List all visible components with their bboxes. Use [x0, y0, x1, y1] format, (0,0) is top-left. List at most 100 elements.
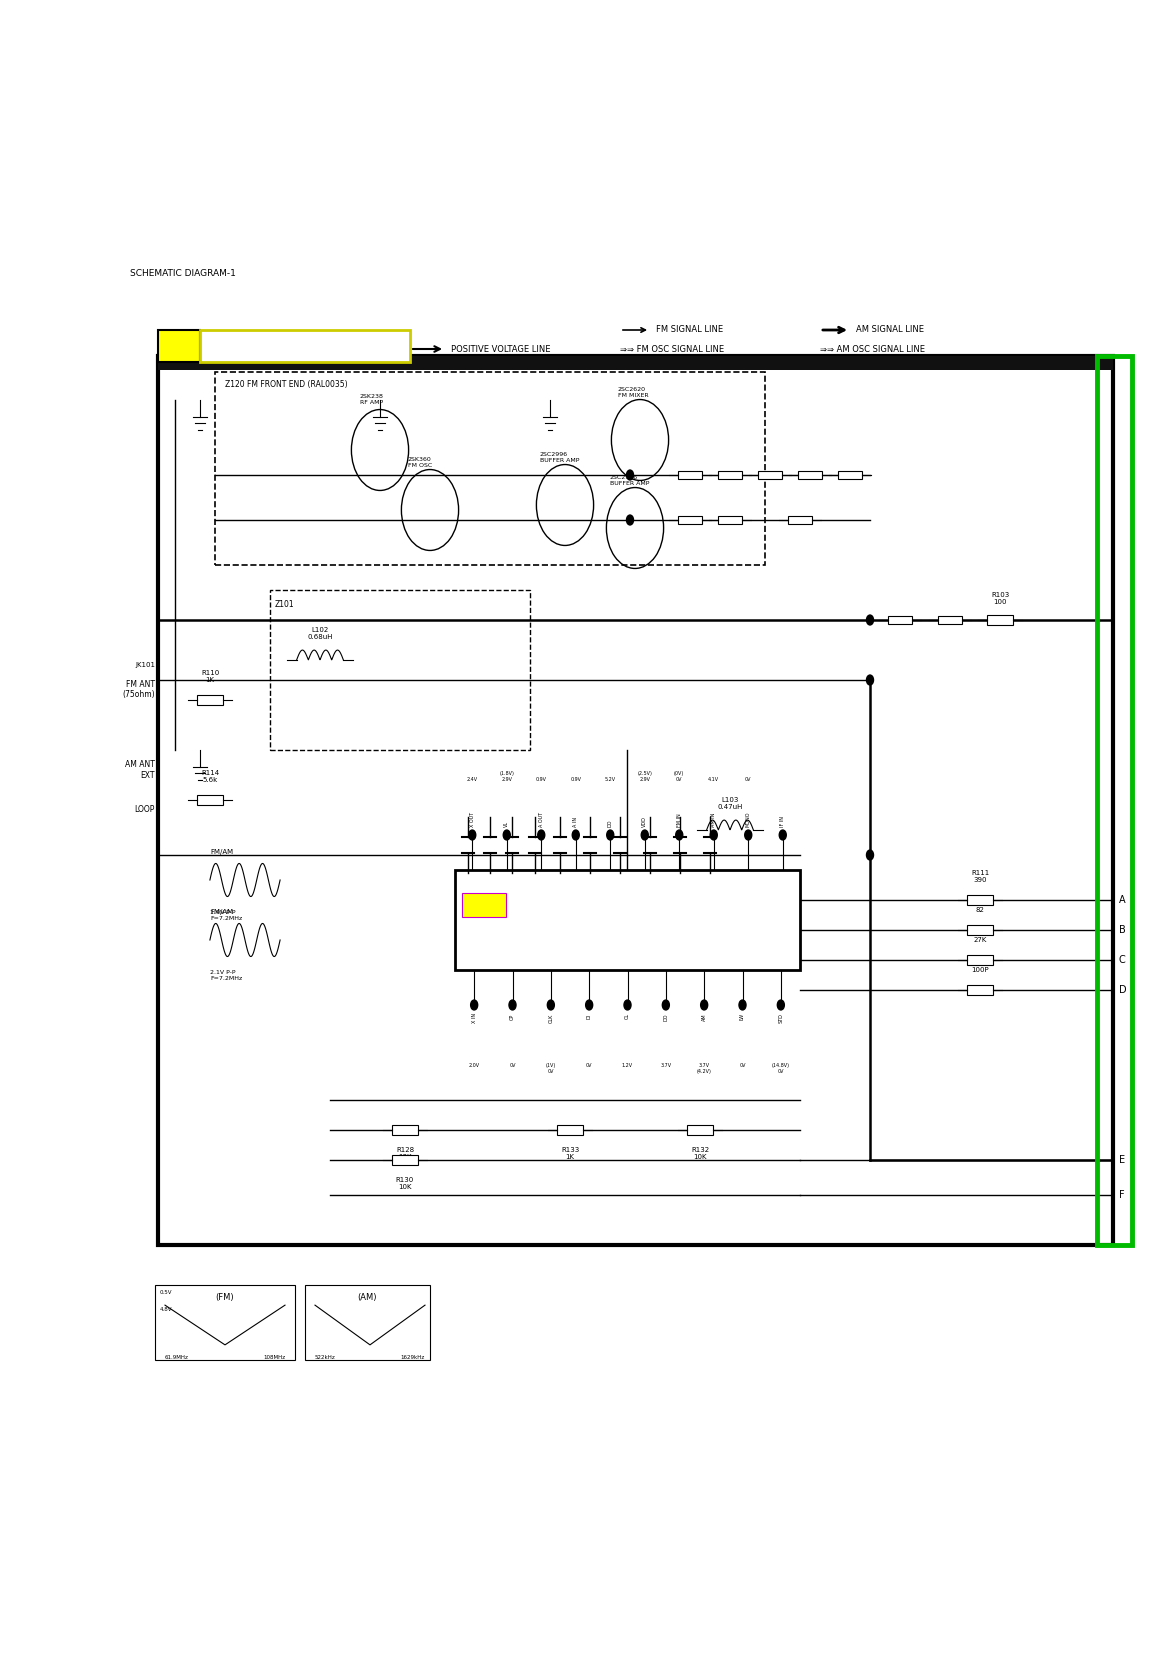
Circle shape — [626, 515, 633, 525]
Text: L103
0.47uH: L103 0.47uH — [717, 798, 743, 811]
Text: (FM): (FM) — [215, 1293, 234, 1302]
Bar — [968, 985, 993, 995]
Bar — [557, 1125, 583, 1135]
Text: X IN: X IN — [472, 1013, 476, 1023]
Text: D: D — [1119, 985, 1127, 995]
Bar — [758, 472, 782, 480]
Text: (AM): (AM) — [357, 1293, 377, 1302]
Circle shape — [867, 616, 874, 626]
Text: VL: VL — [504, 821, 509, 828]
Circle shape — [739, 1000, 746, 1010]
Text: R103
100: R103 100 — [991, 592, 1009, 606]
Text: Z120 FM FRONT END (RAL0035): Z120 FM FRONT END (RAL0035) — [225, 381, 347, 389]
Bar — [968, 925, 993, 935]
Bar — [718, 516, 742, 525]
Bar — [679, 516, 702, 525]
Text: POSITIVE VOLTAGE LINE: POSITIVE VOLTAGE LINE — [450, 344, 550, 354]
Text: R133
1K: R133 1K — [560, 1147, 579, 1160]
Text: R128
82: R128 82 — [971, 900, 989, 914]
Text: FM/AM: FM/AM — [209, 909, 233, 915]
Text: R128
13K: R128 13K — [395, 1147, 414, 1160]
Circle shape — [586, 1000, 593, 1010]
Bar — [718, 472, 742, 480]
Bar — [888, 616, 911, 624]
Text: LW: LW — [739, 1013, 745, 1021]
Text: FM/AM: FM/AM — [209, 849, 233, 856]
Text: (1V)
0V: (1V) 0V — [545, 1063, 556, 1074]
Text: AM: AM — [702, 1013, 707, 1021]
Bar — [968, 955, 993, 965]
Text: A: A — [174, 339, 184, 353]
Bar — [1097, 356, 1133, 1245]
Circle shape — [572, 831, 579, 841]
Text: R129
27K: R129 27K — [971, 930, 989, 943]
Circle shape — [548, 1000, 555, 1010]
Text: 2SK238
RF AMP: 2SK238 RF AMP — [360, 394, 384, 405]
Text: 2.1V P-P
F=7.2MHz: 2.1V P-P F=7.2MHz — [209, 970, 242, 981]
Text: R130
10K: R130 10K — [395, 1177, 414, 1190]
Text: PLL FREQUENCY
SYNTHESIZER: PLL FREQUENCY SYNTHESIZER — [463, 937, 519, 950]
Text: C134
100P: C134 100P — [971, 960, 989, 973]
Bar — [455, 871, 800, 970]
Text: (1.8V)
2.9V: (1.8V) 2.9V — [500, 771, 514, 783]
Bar — [938, 616, 962, 624]
Text: DO: DO — [607, 819, 613, 828]
Bar — [392, 1125, 418, 1135]
Circle shape — [745, 831, 752, 841]
Text: AM ANT
EXT: AM ANT EXT — [125, 760, 154, 780]
Circle shape — [777, 1000, 784, 1010]
Bar — [197, 794, 222, 804]
Text: ⇒⇒ FM OSC SIGNAL LINE: ⇒⇒ FM OSC SIGNAL LINE — [620, 344, 724, 354]
Text: R132
10K: R132 10K — [691, 1147, 709, 1160]
Text: VDD: VDD — [642, 816, 647, 828]
Text: 0V: 0V — [739, 1063, 745, 1067]
Text: TUNER CIRCUIT: TUNER CIRCUIT — [256, 339, 353, 353]
Circle shape — [867, 851, 874, 861]
Text: A: A — [1119, 895, 1126, 905]
Text: R114
5.6k: R114 5.6k — [201, 771, 219, 783]
Text: 0.9V: 0.9V — [570, 778, 581, 783]
Bar — [158, 329, 200, 362]
Text: 0V: 0V — [745, 778, 751, 783]
Text: CL: CL — [625, 1013, 629, 1019]
Text: A IN: A IN — [573, 816, 578, 828]
Text: LOOP: LOOP — [135, 806, 154, 814]
Bar — [987, 616, 1013, 626]
Text: R110
1K: R110 1K — [201, 670, 219, 684]
Text: R111
390: R111 390 — [971, 871, 989, 884]
Text: (2.5V)
2.9V: (2.5V) 2.9V — [638, 771, 652, 783]
Text: DO: DO — [663, 1013, 668, 1021]
Circle shape — [662, 1000, 669, 1010]
Bar — [798, 472, 821, 480]
Bar — [679, 472, 702, 480]
Bar — [158, 356, 1113, 1245]
Circle shape — [624, 1000, 631, 1010]
Text: C: C — [1119, 955, 1126, 965]
Bar — [154, 1284, 295, 1360]
Text: 5.2V: 5.2V — [605, 778, 615, 783]
Text: 2SK360
FM OSC: 2SK360 FM OSC — [408, 457, 432, 468]
Text: 2SC2620
FM MIXER: 2SC2620 FM MIXER — [618, 387, 648, 397]
Bar — [215, 372, 765, 564]
Circle shape — [626, 470, 633, 480]
Text: 0.9V: 0.9V — [536, 778, 546, 783]
Text: A OUT: A OUT — [538, 811, 544, 828]
Text: MONO: MONO — [745, 811, 751, 828]
Text: X OUT: X OUT — [469, 811, 475, 828]
Text: 2SC2996
BUFFER AMP: 2SC2996 BUFFER AMP — [541, 452, 579, 463]
Text: DI: DI — [586, 1013, 592, 1018]
Text: FM IN: FM IN — [676, 813, 682, 828]
Text: LC72131MDTLM: LC72131MDTLM — [463, 917, 524, 925]
Circle shape — [676, 831, 683, 841]
Circle shape — [538, 831, 545, 841]
Bar — [968, 895, 993, 905]
Circle shape — [867, 675, 874, 685]
Text: 1629kHz: 1629kHz — [401, 1355, 425, 1360]
Text: CP: CP — [510, 1013, 515, 1019]
Text: 61.9MHz: 61.9MHz — [165, 1355, 188, 1360]
Text: (14.8V)
0V: (14.8V) 0V — [772, 1063, 790, 1074]
Text: 2SC2996
BUFFER AMP: 2SC2996 BUFFER AMP — [610, 475, 649, 487]
Text: 2.0V: 2.0V — [469, 1063, 480, 1067]
Text: AM IN: AM IN — [711, 813, 716, 828]
Circle shape — [509, 1000, 516, 1010]
